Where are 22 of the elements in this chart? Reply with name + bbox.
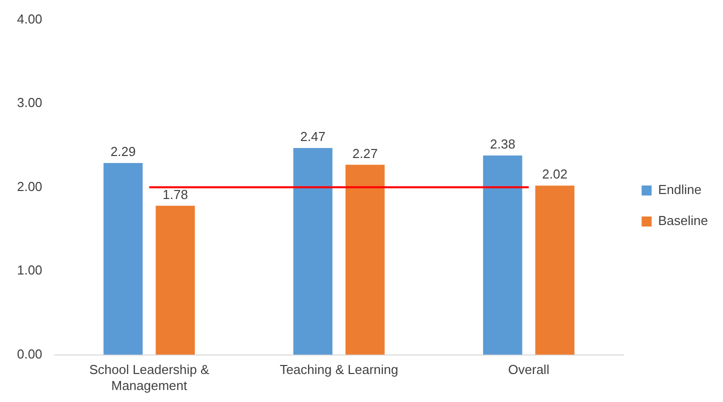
bar bbox=[293, 148, 332, 355]
y-tick-label: 3.00 bbox=[16, 95, 42, 110]
x-tick-label: Overall bbox=[508, 362, 550, 378]
data-label: 2.38 bbox=[490, 136, 516, 152]
legend-label: Endline bbox=[658, 182, 702, 198]
y-tick-label: 2.00 bbox=[16, 178, 42, 194]
y-tick-label: 0.00 bbox=[16, 346, 42, 362]
bar bbox=[156, 206, 195, 355]
data-label: 2.02 bbox=[542, 166, 568, 182]
bar bbox=[104, 163, 143, 355]
x-tick-label: Teaching & Learning bbox=[280, 362, 398, 378]
data-label: 2.27 bbox=[352, 146, 378, 161]
data-label: 2.29 bbox=[110, 144, 136, 160]
x-tick-label: School Leadership & Management bbox=[89, 362, 210, 393]
bar bbox=[345, 164, 385, 355]
y-tick-label: 1.00 bbox=[16, 262, 42, 278]
legend-label: Baseline bbox=[658, 213, 708, 228]
bar bbox=[535, 186, 574, 355]
y-tick-label: 4.00 bbox=[16, 11, 42, 26]
data-label: 2.47 bbox=[300, 129, 326, 144]
data-label: 1.78 bbox=[162, 186, 188, 202]
bar bbox=[483, 155, 522, 355]
